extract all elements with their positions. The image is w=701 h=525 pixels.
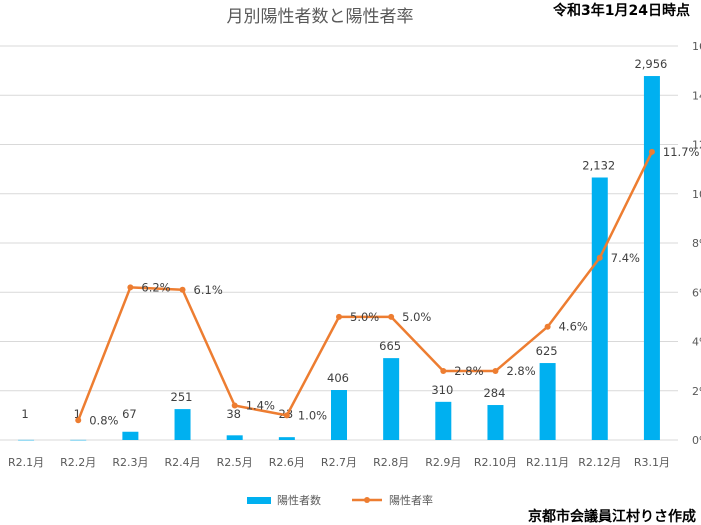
credit: 京都市会議員江村りさ作成 bbox=[528, 508, 696, 525]
right-axis-tick-label: 10% bbox=[692, 188, 701, 201]
bar bbox=[383, 358, 400, 440]
legend-swatch-bar bbox=[247, 497, 271, 504]
line-data-label: 1.0% bbox=[298, 408, 327, 422]
bar bbox=[18, 439, 35, 441]
line-marker bbox=[648, 148, 655, 155]
x-axis-tick-label: R2.2月 bbox=[60, 456, 96, 469]
bar bbox=[226, 435, 243, 440]
bar-data-label: 251 bbox=[171, 390, 193, 404]
line-marker bbox=[544, 323, 551, 330]
bar bbox=[278, 437, 295, 440]
x-axis-tick-label: R2.5月 bbox=[217, 456, 253, 469]
bar-data-label: 1 bbox=[74, 407, 81, 421]
as-of-date: 令和3年1月24日時点 bbox=[552, 2, 690, 19]
line-data-label: 2.8% bbox=[506, 364, 535, 378]
bar-data-label: 2,956 bbox=[634, 57, 667, 71]
bar bbox=[122, 431, 139, 440]
legend-label-line: 陽性者率 bbox=[389, 493, 433, 507]
x-axis-tick-label: R2.6月 bbox=[269, 456, 305, 469]
x-axis-tick-label: R3.1月 bbox=[634, 456, 670, 469]
line-data-label: 5.0% bbox=[350, 310, 379, 324]
right-axis-tick-label: 2% bbox=[692, 385, 701, 398]
right-axis-tick-label: 12% bbox=[692, 139, 701, 152]
bar-data-label: 406 bbox=[327, 371, 349, 385]
line-data-label: 6.1% bbox=[194, 283, 223, 297]
line-data-label: 11.7% bbox=[663, 145, 700, 159]
bar bbox=[643, 76, 660, 440]
line-series bbox=[75, 148, 655, 424]
line-path bbox=[77, 151, 654, 421]
bar-series bbox=[18, 76, 660, 441]
line-marker bbox=[231, 402, 238, 409]
x-axis-tick-label: R2.10月 bbox=[474, 456, 517, 469]
bar-data-label: 625 bbox=[536, 344, 558, 358]
right-axis-tick-label: 16% bbox=[692, 40, 701, 53]
line-marker bbox=[440, 368, 447, 375]
line-marker bbox=[127, 284, 134, 291]
bar bbox=[70, 439, 87, 441]
gridlines bbox=[0, 45, 678, 441]
legend-label-bar: 陽性者数 bbox=[277, 493, 321, 507]
bar bbox=[591, 177, 608, 440]
right-axis-tick-label: 6% bbox=[692, 286, 701, 299]
line-data-label: 6.2% bbox=[141, 280, 170, 294]
line-marker bbox=[388, 313, 395, 320]
bar bbox=[435, 401, 452, 440]
line-data-label: 4.6% bbox=[559, 320, 588, 334]
line-marker bbox=[596, 254, 603, 261]
x-axis-tick-label: R2.7月 bbox=[321, 456, 357, 469]
right-axis-tick-label: 14% bbox=[692, 89, 701, 102]
line-data-label: 7.4% bbox=[611, 251, 640, 265]
bar-data-label: 67 bbox=[122, 407, 137, 421]
bar-data-label: 2,132 bbox=[582, 158, 615, 172]
x-axis-tick-label: R2.11月 bbox=[526, 456, 569, 469]
right-axis-tick-label: 8% bbox=[692, 237, 701, 250]
x-axis-tick-label: R2.4月 bbox=[164, 456, 200, 469]
chart-title: 月別陽性者数と陽性者率 bbox=[227, 7, 414, 27]
line-marker bbox=[179, 286, 186, 293]
right-axis-tick-label: 4% bbox=[692, 336, 701, 349]
legend: 陽性者数 陽性者率 bbox=[247, 493, 433, 507]
bar-data-label: 284 bbox=[483, 386, 505, 400]
line-marker bbox=[75, 417, 82, 424]
bar bbox=[539, 363, 556, 440]
legend-swatch-marker bbox=[364, 497, 370, 503]
line-data-label: 5.0% bbox=[402, 310, 431, 324]
line-data-label: 2.8% bbox=[454, 364, 483, 378]
x-axis-tick-label: R2.3月 bbox=[112, 456, 148, 469]
bar bbox=[487, 405, 504, 440]
line-marker bbox=[336, 313, 342, 320]
bar-data-label: 1 bbox=[21, 407, 28, 421]
bar-data-label: 310 bbox=[431, 383, 453, 397]
x-axis-tick-label: R2.1月 bbox=[8, 456, 44, 469]
x-axis-tick-label: R2.8月 bbox=[373, 456, 409, 469]
right-axis-ticks: 0% 2% 4% 6% 8% 10% 12% 14% 16% bbox=[692, 40, 701, 447]
bar-data-label: 665 bbox=[379, 339, 401, 353]
line-data-label: 1.4% bbox=[246, 399, 275, 413]
bar bbox=[174, 409, 191, 440]
x-axis-tick-label: R2.9月 bbox=[425, 456, 461, 469]
x-axis-tick-label: R2.12月 bbox=[578, 456, 621, 469]
bar-data-label: 38 bbox=[226, 407, 241, 421]
x-axis-ticks: R2.1月 R2.2月 R2.3月 R2.4月 R2.5月 R2.6月 R2.7月 R2.8月… bbox=[8, 456, 670, 469]
line-marker bbox=[283, 412, 290, 419]
line-marker bbox=[492, 368, 499, 375]
right-axis-tick-label: 0% bbox=[692, 434, 701, 447]
bar bbox=[331, 390, 347, 440]
line-data-label: 0.8% bbox=[89, 413, 118, 427]
line-data-labels: 0.8% 6.2% 6.1% 1.4% 1.0% 5.0% 5.0% 2.8% 2.8% 4.6%… bbox=[89, 145, 699, 427]
